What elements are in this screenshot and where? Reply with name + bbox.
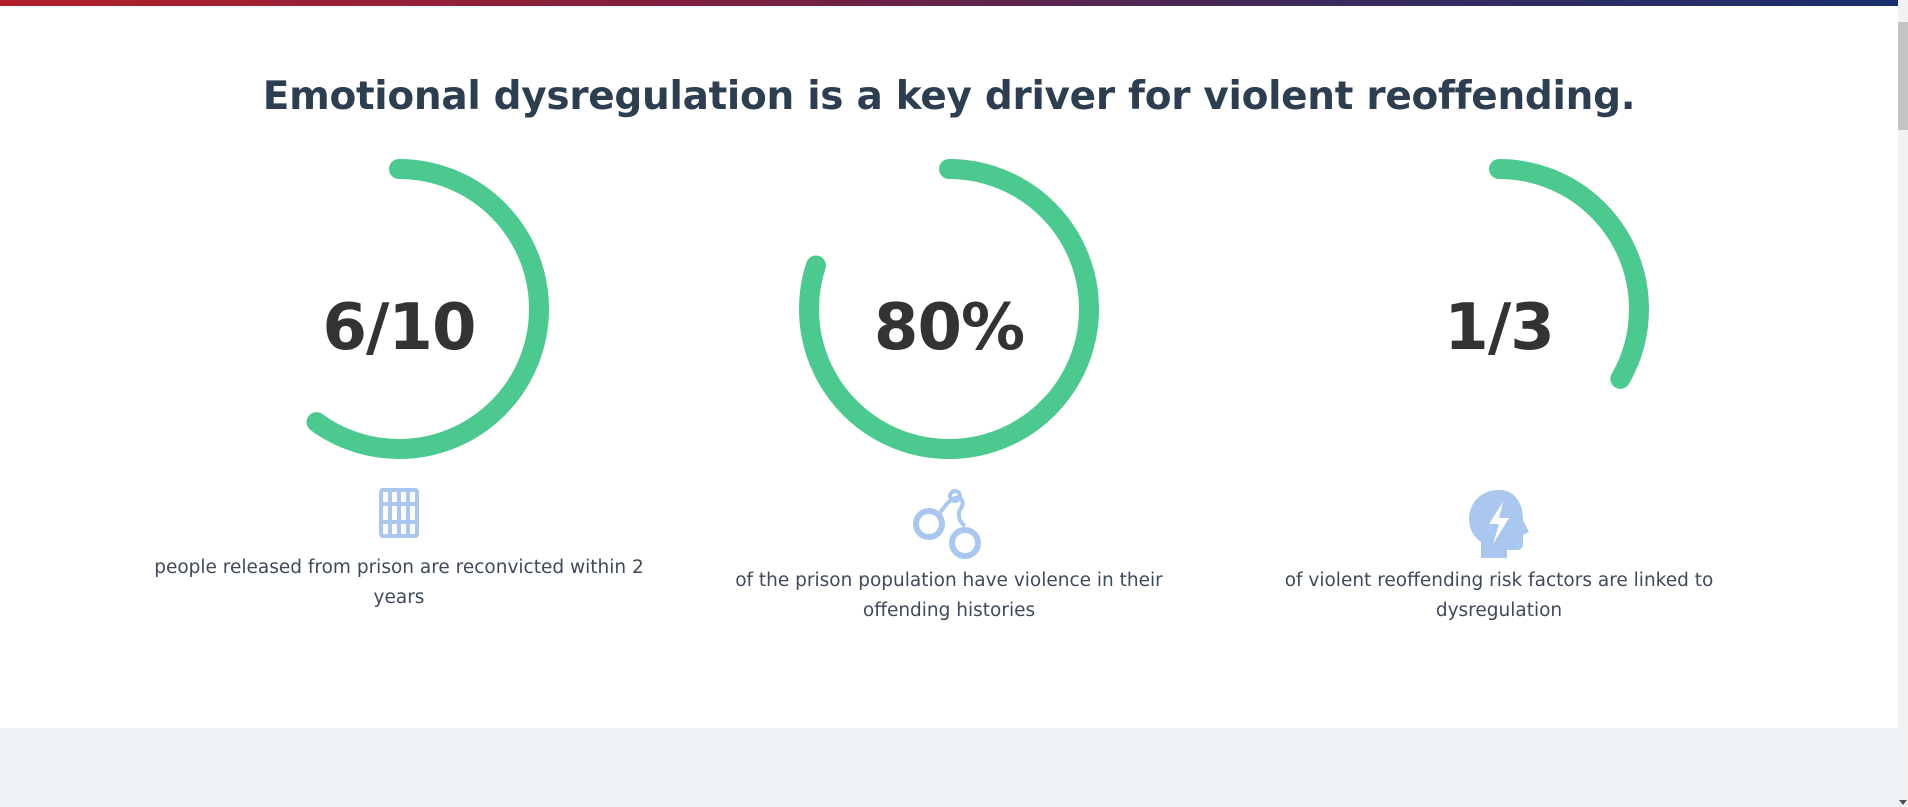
section-heading: Emotional dysregulation is a key driver … [262, 74, 1636, 119]
stat-value: 80% [873, 291, 1025, 365]
progress-ring [1349, 159, 1649, 459]
progress-ring-arc [249, 159, 549, 459]
progress-ring-arc [1349, 159, 1649, 459]
handcuffs-icon [913, 489, 981, 559]
stat-value: 6/10 [322, 291, 477, 365]
page-scrollbar[interactable] [1898, 0, 1908, 807]
progress-ring-arc [799, 159, 1099, 459]
stats-section: Emotional dysregulation is a key driver … [0, 6, 1898, 728]
scroll-down-arrow-icon[interactable] [1899, 800, 1907, 805]
stat-value: 1/3 [1444, 291, 1554, 365]
progress-ring [249, 159, 549, 459]
scrollbar-thumb[interactable] [1898, 22, 1908, 130]
stat-card: 6/10 people released from prison are rec… [129, 158, 669, 638]
stat-caption: people released from prison are reconvic… [154, 557, 644, 608]
progress-ring [799, 159, 1099, 459]
top-accent-bar [0, 0, 1898, 6]
stat-caption: of violent reoffending risk factors are … [1284, 570, 1714, 621]
stat-card: 80% of the prison population have violen… [679, 158, 1219, 638]
head-lightning-icon [1469, 490, 1529, 558]
next-section-background [0, 728, 1898, 807]
stat-card: 1/3 of violent reoffending risk factors … [1229, 158, 1769, 638]
prison-bars-icon [379, 488, 419, 538]
stat-caption: of the prison population have violence i… [735, 570, 1163, 621]
